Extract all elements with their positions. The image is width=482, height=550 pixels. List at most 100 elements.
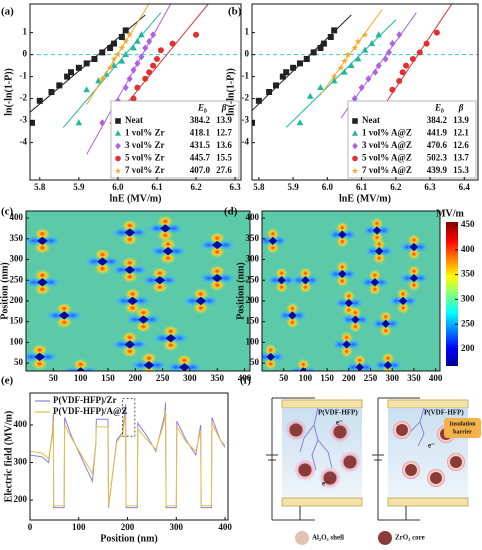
x-tick-label: 6.1	[151, 182, 163, 192]
legend-beta: 13.9	[453, 115, 469, 125]
y-tick-label: 200	[10, 295, 24, 305]
marker	[130, 95, 137, 102]
x-tick-label: 200	[121, 522, 135, 532]
field-high	[135, 320, 152, 333]
field-high	[266, 227, 280, 240]
marker	[354, 55, 362, 62]
field-high	[152, 267, 168, 280]
y-tick-label: 250	[246, 274, 260, 284]
particle	[162, 247, 174, 256]
particle	[266, 352, 276, 362]
plot-frame	[251, 3, 479, 181]
marker	[317, 84, 324, 90]
marker	[361, 31, 369, 38]
y-tick-label: 300	[14, 457, 28, 467]
field-map: MV/m 200 250 300 350 400 450 50 100 150 200 250 300 3…	[224, 206, 475, 384]
marker	[99, 49, 106, 56]
colorbar-tick-label: 250	[461, 318, 475, 328]
particle	[195, 296, 207, 306]
legend-beta: 15.5	[216, 153, 232, 163]
x-tick-label: 6.2	[390, 182, 402, 192]
colorbar-tick-label: 350	[461, 269, 475, 279]
marker	[138, 53, 145, 61]
field-high	[342, 290, 356, 302]
x-tick-label: 6.2	[190, 182, 202, 192]
tree	[417, 407, 425, 447]
marker	[118, 34, 125, 40]
core	[450, 456, 462, 468]
marker	[399, 69, 406, 76]
field-high	[31, 357, 48, 370]
marker	[403, 62, 410, 69]
y-tick-label: 200	[14, 494, 28, 504]
core	[298, 463, 312, 477]
legend-eb: 445.7	[190, 153, 211, 163]
series-line	[30, 402, 226, 509]
y-tick-label: 0	[23, 49, 28, 59]
particle	[337, 269, 347, 279]
marker	[107, 45, 114, 51]
field-high	[407, 265, 421, 278]
marker	[56, 82, 63, 89]
y-tick-label: 300	[10, 254, 24, 264]
field-high	[368, 283, 382, 296]
marker	[122, 84, 129, 92]
x-tick-label: 150	[320, 373, 334, 383]
weibull-panel: Eb β Neat 384.2 13.9 1 vol% A@Z 441.9 12.1 3 vol…	[225, 3, 479, 204]
marker	[110, 55, 118, 62]
x-tick-label: 400	[218, 522, 232, 532]
field-high	[193, 302, 209, 314]
x-tick-label: 300	[183, 373, 197, 383]
electrode	[281, 399, 363, 409]
legend-header: Eb	[197, 103, 207, 115]
marker	[134, 84, 141, 91]
panel-label: (a)	[1, 6, 14, 18]
marker	[98, 75, 106, 82]
marker	[64, 73, 71, 80]
field-high	[336, 275, 349, 287]
field-high	[34, 283, 51, 296]
particle	[398, 296, 408, 306]
marker	[283, 69, 290, 76]
marker	[99, 119, 106, 127]
marker	[118, 44, 126, 51]
legend-beta: 27.6	[216, 165, 232, 175]
field-high	[160, 238, 176, 251]
fit-line	[285, 19, 397, 128]
particle	[165, 334, 177, 343]
particle	[124, 340, 136, 349]
panel-label: (e)	[1, 375, 14, 387]
legend-beta: 13.7	[453, 153, 469, 163]
field-high	[56, 302, 73, 315]
x-tick-label: 6.0	[322, 182, 334, 192]
particle	[370, 278, 380, 287]
marker	[111, 40, 118, 47]
fit-line	[62, 12, 162, 128]
y-tick-label: -3	[20, 115, 28, 125]
marker	[142, 44, 149, 52]
electrode	[281, 497, 363, 507]
marker	[83, 86, 90, 93]
particle	[97, 257, 108, 266]
electron-label: e⁻	[322, 480, 329, 488]
particle	[211, 274, 223, 283]
tree	[409, 421, 421, 433]
y-tick-label: 400	[14, 419, 28, 429]
marker	[341, 57, 348, 65]
marker	[272, 82, 279, 89]
y-axis-label: ln(-ln(1-P))	[3, 68, 14, 116]
field-high	[379, 324, 392, 337]
legend-header: b	[441, 109, 444, 115]
legend-beta: 12.6	[453, 140, 469, 150]
y-tick-label: 50	[250, 357, 260, 367]
y-tick-label: 400	[10, 212, 24, 222]
marker	[146, 37, 153, 45]
x-tick-label: 50	[279, 373, 289, 383]
marker	[396, 31, 403, 39]
marker	[193, 31, 200, 38]
x-tick-label: 400	[429, 373, 443, 383]
marker	[375, 31, 382, 38]
field-high	[368, 269, 382, 282]
y-tick-label: -1	[20, 71, 28, 81]
particles	[285, 419, 361, 489]
